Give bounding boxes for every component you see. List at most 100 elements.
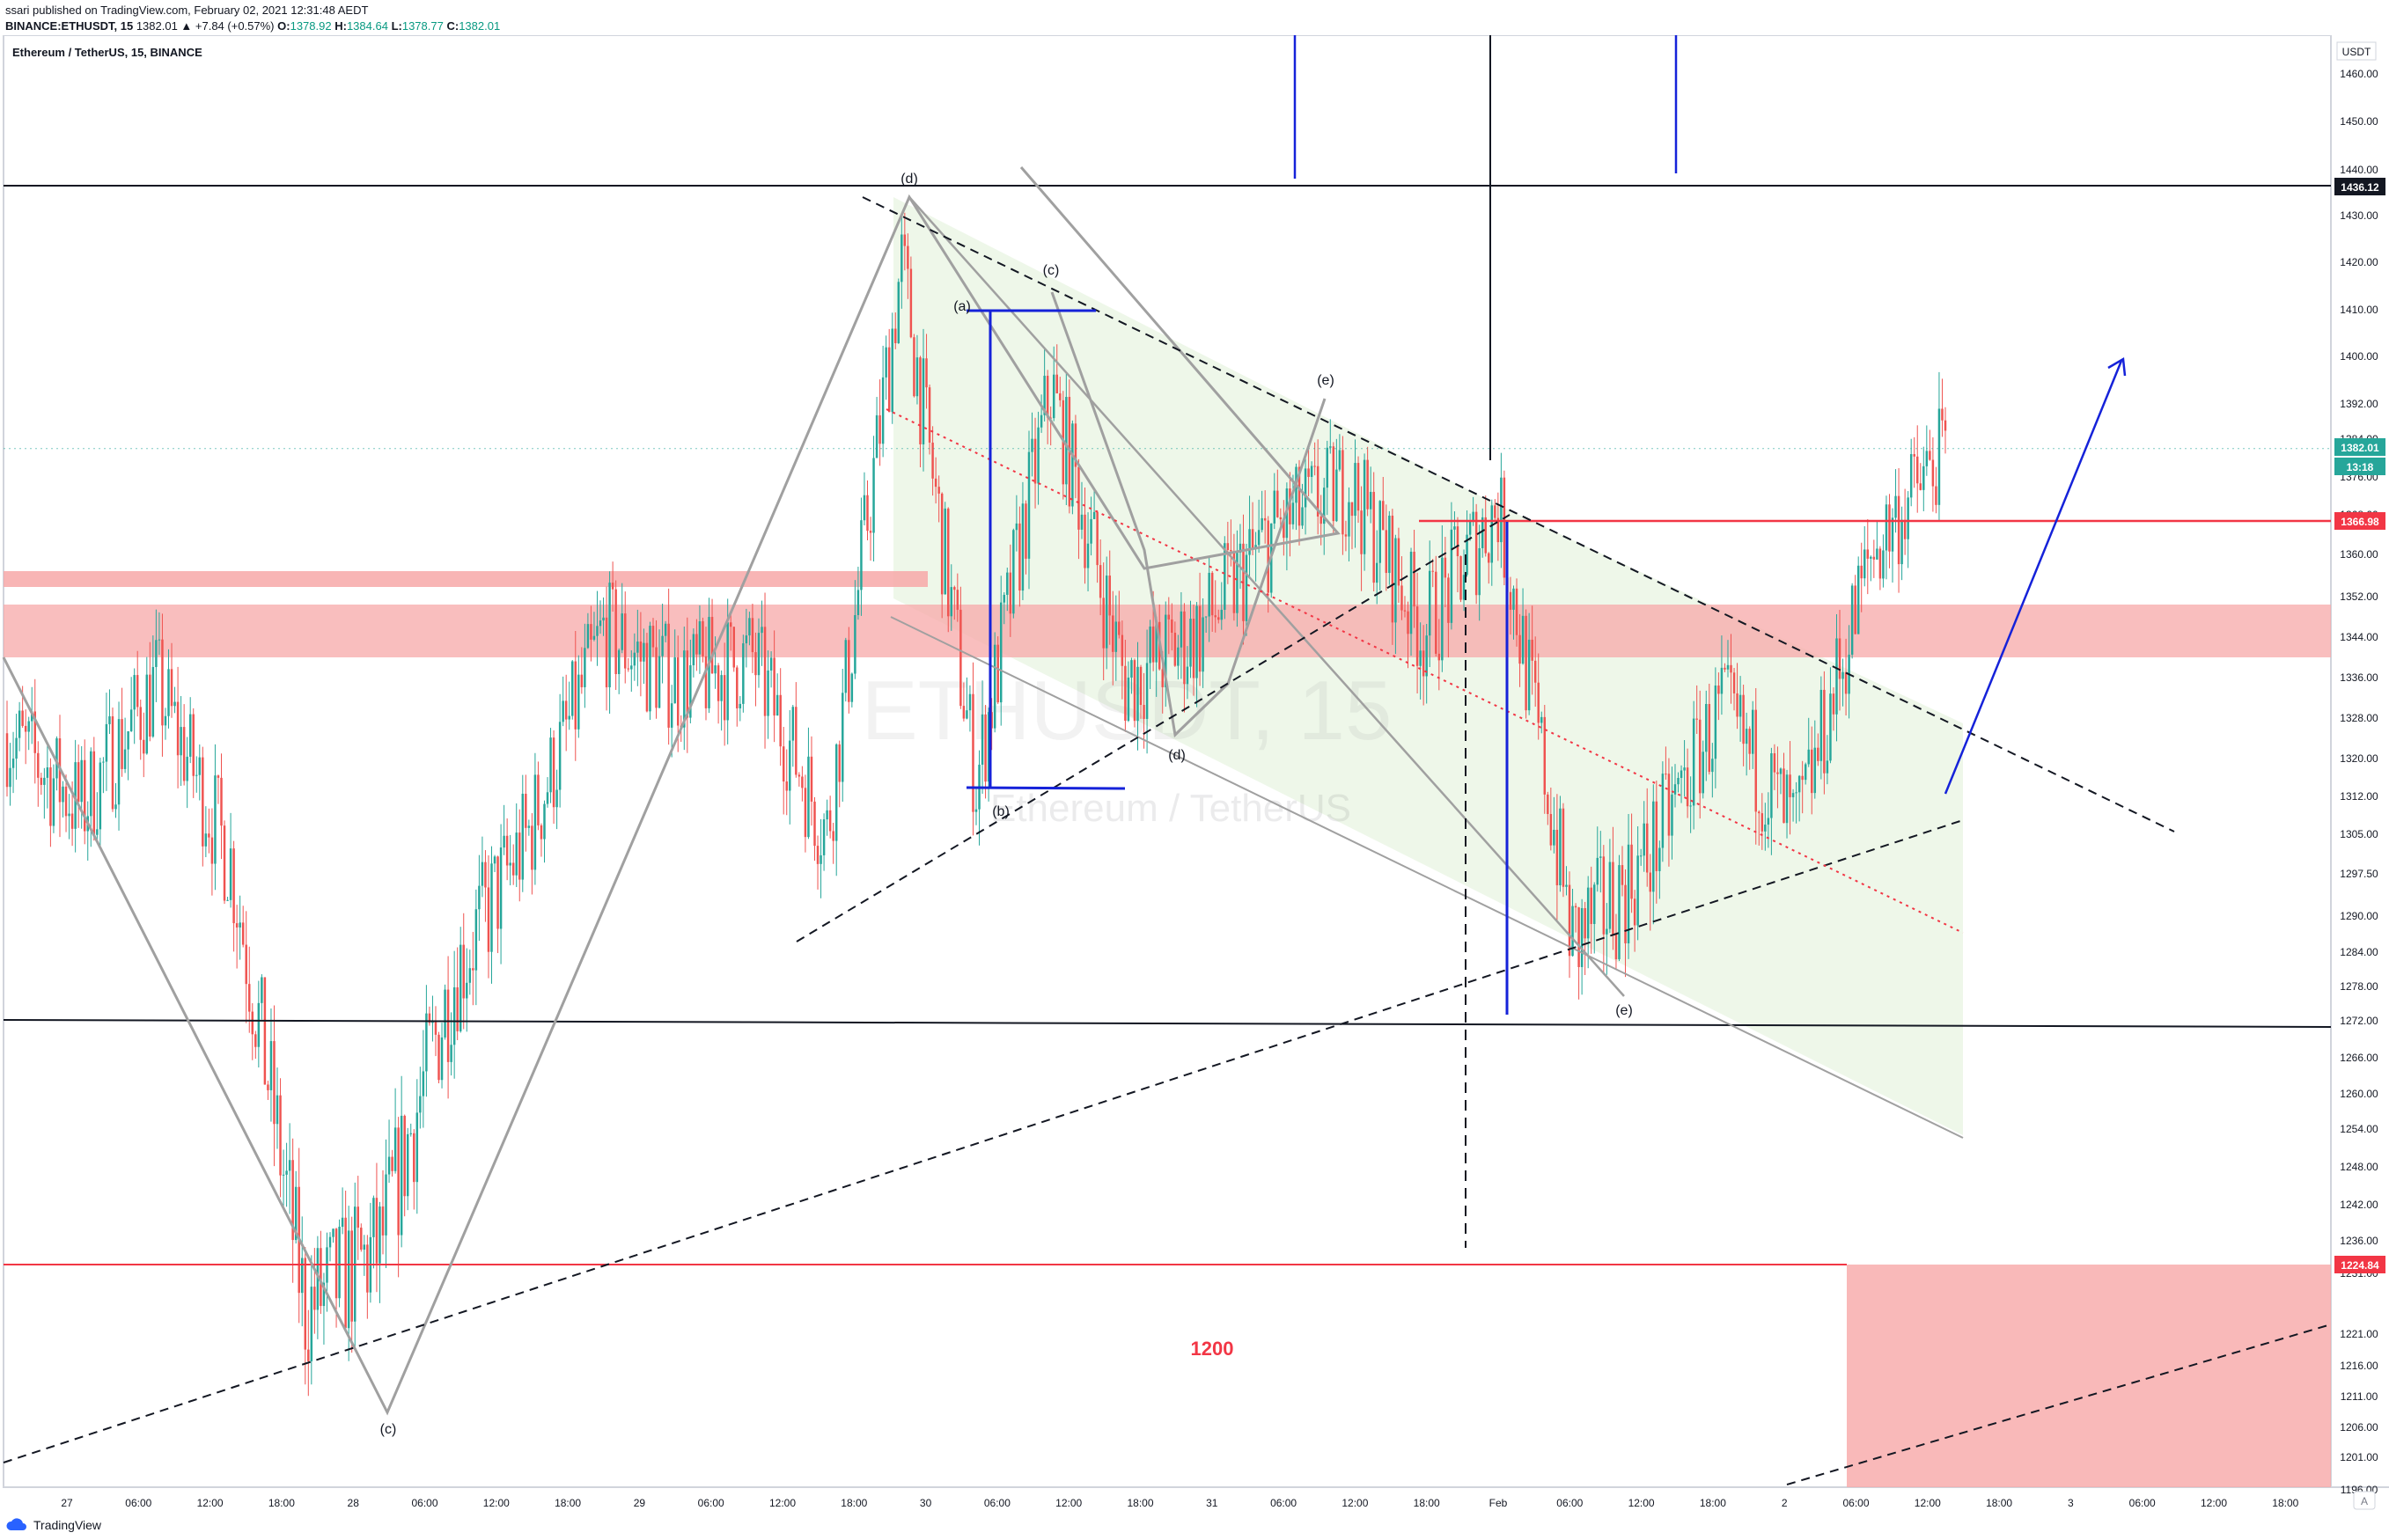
- candle-up: [1354, 463, 1356, 517]
- candle-down: [1183, 611, 1186, 685]
- time-tick-label: 18:00: [268, 1497, 295, 1509]
- candle-down: [1279, 517, 1283, 520]
- candle-up: [133, 675, 136, 710]
- candle-down: [1903, 519, 1907, 539]
- candle-up: [692, 634, 695, 665]
- price-tick-label: 1206.00: [2340, 1421, 2378, 1434]
- candle-up: [630, 665, 633, 670]
- badge-1436-bg: [2334, 178, 2385, 195]
- candle-up: [419, 1096, 422, 1113]
- candle-down: [925, 358, 928, 388]
- candle-up: [1130, 660, 1133, 678]
- candle-up: [860, 520, 863, 590]
- candle-down: [956, 590, 959, 610]
- price-tick-label: 1430.00: [2340, 209, 2378, 222]
- candle-up: [509, 862, 511, 866]
- wave-channel-bottom: [890, 616, 1964, 1139]
- candle-down: [149, 674, 151, 737]
- time-tick-label: 18:00: [1127, 1497, 1153, 1509]
- candle-up: [900, 234, 903, 282]
- candle-up: [195, 774, 198, 776]
- candle-up: [406, 1133, 409, 1197]
- candle-down: [931, 442, 934, 479]
- candle-down: [1525, 615, 1527, 711]
- candle-up: [748, 618, 751, 636]
- candle-down: [1488, 553, 1490, 563]
- candle-up: [1870, 556, 1872, 559]
- candle-up: [643, 642, 645, 662]
- candle-down: [1783, 768, 1785, 824]
- candle-up: [1441, 557, 1444, 661]
- candle-up: [854, 615, 856, 674]
- candle-up: [584, 648, 586, 687]
- candle-up: [1909, 454, 1913, 498]
- candle-down: [751, 618, 754, 653]
- candle-up: [158, 639, 161, 641]
- time-tick-label: 18:00: [2272, 1497, 2298, 1509]
- candle-down: [1118, 621, 1121, 635]
- candle-down: [263, 977, 267, 1085]
- candle-up: [885, 347, 887, 378]
- candle-down: [959, 609, 962, 707]
- time-tick-label: 29: [634, 1497, 646, 1509]
- price-tick-label: 1216.00: [2340, 1360, 2378, 1372]
- candle-up: [468, 968, 472, 983]
- candle-down: [947, 508, 950, 617]
- price-tick-label: 1344.00: [2340, 631, 2378, 643]
- time-tick-label: 12:00: [769, 1497, 796, 1509]
- candle-down: [1584, 907, 1586, 939]
- candle-up: [1596, 857, 1599, 885]
- price-tick-label: 1312.00: [2340, 790, 2378, 803]
- candle-up: [1891, 517, 1894, 552]
- candle-up: [1804, 764, 1807, 781]
- candle-down: [279, 1095, 282, 1176]
- candle-down: [1407, 611, 1409, 634]
- candle-up: [363, 1244, 366, 1250]
- candle-down: [605, 617, 608, 688]
- candle-up: [1322, 488, 1326, 524]
- candle-down: [1422, 650, 1425, 677]
- candle-up: [1326, 447, 1328, 488]
- candle-down: [1143, 705, 1145, 719]
- candle-down: [220, 777, 223, 826]
- candle-down: [1391, 515, 1394, 623]
- price-tick-label: 1290.00: [2340, 910, 2378, 922]
- candle-up: [1785, 774, 1789, 824]
- candle-up: [1767, 818, 1770, 825]
- candle-down: [1543, 716, 1547, 795]
- candle-up: [328, 1236, 332, 1248]
- candle-up: [1720, 667, 1724, 694]
- candle-up: [1711, 759, 1714, 773]
- auto-scale-button[interactable]: [2353, 1491, 2376, 1510]
- candle-down: [1549, 814, 1553, 846]
- candle-up: [1086, 543, 1090, 568]
- price-chart[interactable]: ETHUSDT, 15 Ethereum / TetherUS (d) (c) …: [0, 35, 2389, 1512]
- candle-down: [1232, 551, 1236, 613]
- candle-down: [651, 626, 655, 648]
- price-tick-label: 1320.00: [2340, 752, 2378, 765]
- candle-up: [1236, 553, 1239, 613]
- candle-up: [1165, 614, 1167, 687]
- candle-down: [1151, 626, 1155, 663]
- candle-up: [915, 357, 919, 397]
- time-tick-label: 12:00: [197, 1497, 224, 1509]
- candle-up: [1876, 548, 1878, 560]
- price-axis[interactable]: 1460.00 1450.00 1440.00 1430.00 1420.00 1410.…: [2340, 68, 2378, 1512]
- candle-up: [186, 756, 188, 781]
- candle-down: [1929, 451, 1931, 460]
- candle-up: [807, 756, 810, 838]
- candle-down: [1276, 490, 1279, 517]
- candle-down: [828, 810, 832, 832]
- triangle-lower-dashed: [796, 514, 1511, 942]
- candle-up: [1850, 585, 1854, 655]
- tradingview-logo[interactable]: TradingView: [5, 1517, 101, 1533]
- candle-down: [5, 733, 9, 788]
- candle-up: [1189, 619, 1192, 667]
- candle-down: [704, 656, 708, 708]
- resistance-zone-upper: [4, 571, 928, 587]
- candle-up: [558, 722, 562, 790]
- time-axis[interactable]: 27 06:00 12:00 18:00 28 06:00 12:00 18:00 29 06:0…: [61, 1497, 2298, 1509]
- candle-up: [167, 669, 170, 716]
- currency-label-box[interactable]: [2336, 41, 2377, 61]
- candle-down: [962, 706, 966, 719]
